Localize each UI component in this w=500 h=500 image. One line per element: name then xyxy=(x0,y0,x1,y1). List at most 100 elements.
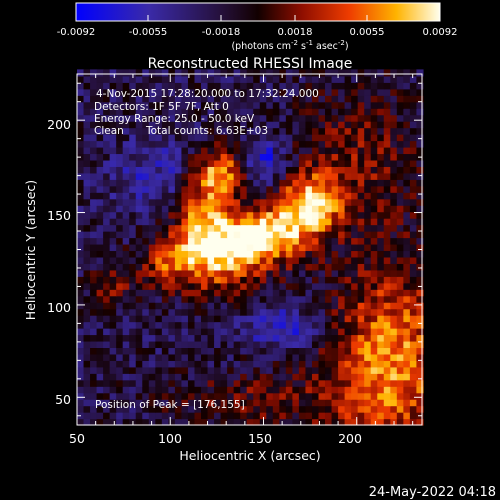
heatmap-pixel xyxy=(266,159,274,167)
heatmap-pixel xyxy=(83,69,91,77)
heatmap-pixel xyxy=(181,353,189,361)
heatmap-pixel xyxy=(109,127,117,135)
heatmap-pixel xyxy=(338,321,346,329)
heatmap-pixel xyxy=(351,82,359,90)
heatmap-pixel xyxy=(83,153,91,161)
heatmap-pixel xyxy=(298,82,307,90)
heatmap-pixel xyxy=(201,328,209,336)
heatmap-pixel xyxy=(403,237,411,245)
heatmap-pixel xyxy=(227,256,235,264)
heatmap-pixel xyxy=(142,101,150,109)
heatmap-pixel xyxy=(279,153,287,161)
heatmap-pixel xyxy=(325,243,333,252)
heatmap-pixel xyxy=(116,101,124,109)
heatmap-pixel xyxy=(403,373,411,381)
heatmap-pixel xyxy=(298,134,307,142)
heatmap-pixel xyxy=(266,172,274,180)
heatmap-image xyxy=(77,69,424,426)
x-tick-label: 100 xyxy=(158,431,182,446)
heatmap-pixel xyxy=(155,198,163,206)
heatmap-pixel xyxy=(227,95,235,103)
heatmap-pixel xyxy=(161,295,169,303)
heatmap-pixel xyxy=(298,412,307,420)
heatmap-pixel xyxy=(364,256,372,264)
heatmap-pixel xyxy=(383,121,391,129)
heatmap-pixel xyxy=(285,172,293,180)
heatmap-pixel xyxy=(96,289,104,297)
heatmap-pixel xyxy=(279,386,287,394)
heatmap-pixel xyxy=(305,82,313,90)
heatmap-pixel xyxy=(83,405,91,413)
heatmap-pixel xyxy=(142,276,150,284)
heatmap-pixel xyxy=(90,218,98,226)
heatmap-pixel xyxy=(403,231,411,239)
heatmap-pixel xyxy=(396,185,404,193)
heatmap-pixel xyxy=(259,315,267,323)
heatmap-pixel xyxy=(305,172,313,180)
heatmap-pixel xyxy=(135,289,143,297)
heatmap-pixel xyxy=(253,308,261,316)
heatmap-pixel xyxy=(338,308,346,316)
heatmap-pixel xyxy=(370,302,378,310)
heatmap-pixel xyxy=(168,198,176,206)
heatmap-pixel xyxy=(409,127,418,135)
colorbar-tick-label: 0.0055 xyxy=(350,27,385,38)
heatmap-pixel xyxy=(207,256,215,264)
heatmap-pixel xyxy=(174,95,183,103)
heatmap-pixel xyxy=(135,334,143,342)
heatmap-pixel xyxy=(331,185,339,193)
heatmap-pixel xyxy=(168,295,176,303)
heatmap-pixel xyxy=(351,69,359,77)
heatmap-pixel xyxy=(338,340,346,349)
heatmap-pixel xyxy=(187,405,196,413)
heatmap-pixel xyxy=(240,366,248,374)
heatmap-pixel xyxy=(194,328,202,336)
heatmap-pixel xyxy=(344,276,352,284)
heatmap-pixel xyxy=(370,224,378,232)
heatmap-pixel xyxy=(285,302,293,310)
heatmap-pixel xyxy=(253,172,261,180)
heatmap-pixel xyxy=(298,289,307,297)
heatmap-pixel xyxy=(318,386,326,394)
heatmap-pixel xyxy=(96,146,104,155)
heatmap-pixel xyxy=(194,121,202,129)
heatmap-pixel xyxy=(292,308,300,316)
heatmap-pixel xyxy=(207,88,215,96)
heatmap-pixel xyxy=(174,159,183,167)
heatmap-pixel xyxy=(285,379,293,387)
heatmap-pixel xyxy=(357,379,365,387)
heatmap-pixel xyxy=(194,366,202,374)
heatmap-pixel xyxy=(129,108,137,116)
heatmap-pixel xyxy=(279,379,287,387)
heatmap-pixel xyxy=(331,399,339,407)
heatmap-pixel xyxy=(390,315,398,323)
heatmap-pixel xyxy=(148,321,156,329)
heatmap-pixel xyxy=(390,179,398,187)
heatmap-pixel xyxy=(396,108,404,116)
heatmap-pixel xyxy=(266,412,274,420)
heatmap-pixel xyxy=(142,231,150,239)
heatmap-pixel xyxy=(201,373,209,381)
heatmap-pixel xyxy=(77,360,85,368)
heatmap-pixel xyxy=(214,114,222,122)
heatmap-pixel xyxy=(285,121,293,129)
heatmap-pixel xyxy=(103,231,111,239)
heatmap-pixel xyxy=(298,263,307,271)
heatmap-pixel xyxy=(246,405,254,413)
heatmap-pixel xyxy=(220,153,228,161)
heatmap-pixel xyxy=(292,159,300,167)
heatmap-pixel xyxy=(142,412,150,420)
heatmap-pixel xyxy=(298,334,307,342)
heatmap-pixel xyxy=(331,231,339,239)
heatmap-pixel xyxy=(416,146,424,155)
heatmap-pixel xyxy=(298,379,307,387)
heatmap-pixel xyxy=(331,379,339,387)
heatmap-pixel xyxy=(129,263,137,271)
heatmap-pixel xyxy=(194,334,202,342)
heatmap-pixel xyxy=(246,179,254,187)
heatmap-pixel xyxy=(148,418,156,426)
heatmap-pixel xyxy=(207,69,215,77)
heatmap-pixel xyxy=(325,140,333,148)
heatmap-pixel xyxy=(279,315,287,323)
heatmap-pixel xyxy=(227,412,235,420)
